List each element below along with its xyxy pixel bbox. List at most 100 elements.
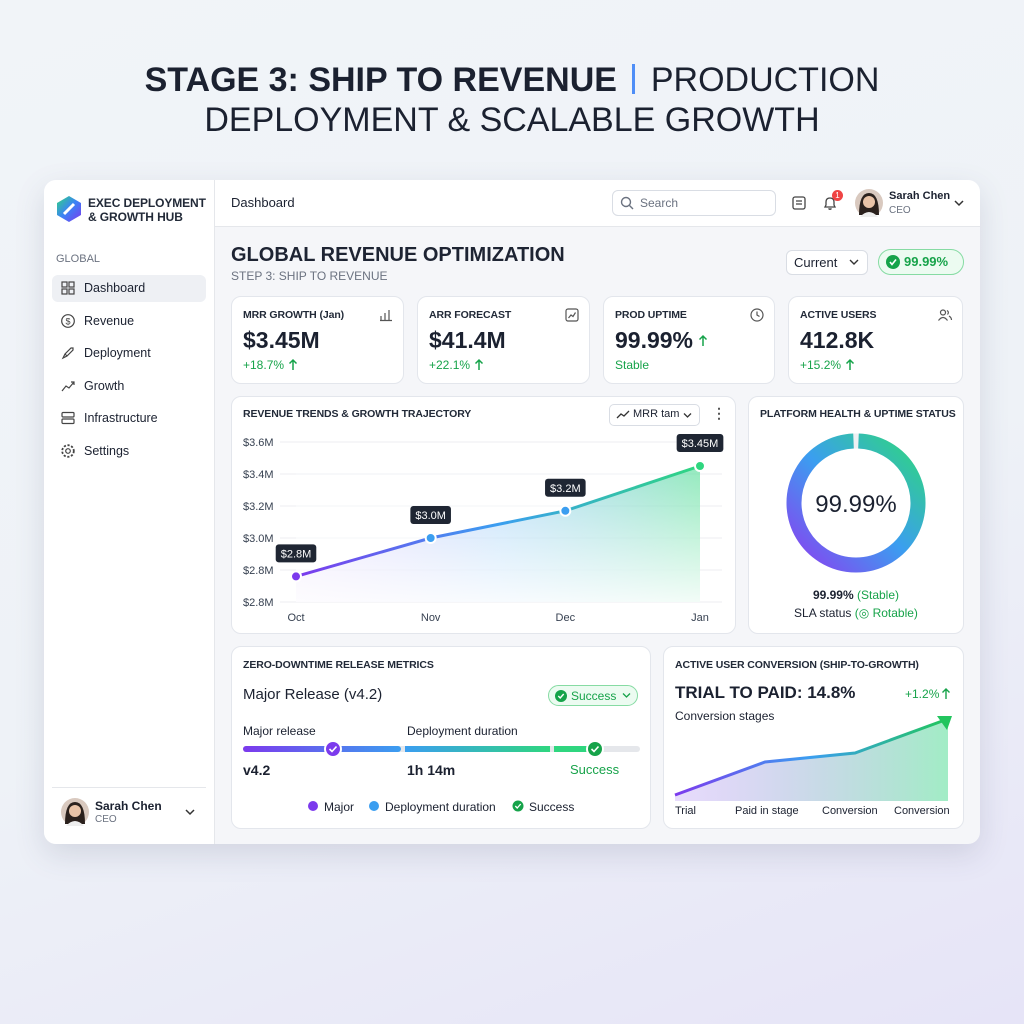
line [295, 464, 701, 578]
shape [308, 801, 318, 811]
shape [380, 310, 392, 322]
shape [557, 693, 565, 700]
legend-label: Success [529, 800, 575, 814]
conversion-delta: +1.2% [905, 687, 940, 701]
shape [185, 809, 195, 816]
check-icon [555, 690, 567, 702]
donut-value: 99.99% [815, 491, 896, 518]
shape [554, 746, 594, 752]
shape [939, 309, 947, 316]
shape [65, 448, 71, 454]
data-point [290, 570, 302, 583]
shape [61, 381, 75, 392]
shape [324, 740, 342, 758]
shape [66, 821, 84, 826]
nav-icon [61, 381, 75, 392]
data-point [424, 532, 437, 544]
stage-value: 1h 14m [407, 762, 456, 778]
breadcrumb: Dashboard [231, 195, 295, 210]
shape [792, 196, 806, 210]
kpi-icon [380, 310, 392, 322]
status-label: Success [571, 689, 617, 703]
shape [937, 716, 952, 730]
filter-select[interactable] [609, 404, 700, 426]
conversion-chart [674, 716, 952, 801]
chevron[interactable] [185, 808, 195, 816]
shape [675, 719, 948, 801]
conversion-subtitle: Conversion stages [675, 709, 775, 723]
value-label-text: $2.8M [281, 548, 312, 560]
nav-item[interactable]: Deployment [84, 346, 151, 361]
value-label-text: $3.2M [550, 483, 581, 495]
kpi-label: ACTIVE USERS [800, 309, 877, 321]
notification-badge: 1 [832, 190, 843, 201]
shape [514, 803, 522, 809]
topbar [215, 180, 980, 227]
period-select[interactable] [786, 250, 868, 275]
shape [674, 718, 946, 797]
shape [823, 197, 837, 210]
stage-value: v4.2 [243, 762, 271, 778]
chevron[interactable] [954, 199, 964, 207]
y-tick-label: $3.0M [243, 533, 274, 545]
nav-item[interactable]: Settings [84, 444, 130, 458]
nav-item[interactable]: Dashboard [84, 281, 146, 295]
legend-dot [308, 801, 318, 811]
shape [69, 805, 81, 817]
value-label-text: $3.45M [682, 438, 719, 450]
value-label-bg [676, 434, 724, 452]
up-arrow [942, 688, 950, 699]
kpi-delta: +22.1% [429, 358, 471, 372]
kpi-card [417, 296, 590, 384]
kpi-icon [938, 309, 953, 321]
shape [568, 312, 577, 319]
data-point [694, 460, 706, 472]
status-value: 99.99% [812, 588, 854, 602]
search-icon [620, 196, 634, 210]
shape [863, 196, 875, 208]
nav-item[interactable]: Revenue [84, 313, 135, 328]
kpi-card [603, 296, 775, 384]
shape [938, 309, 953, 321]
nav-item[interactable]: Growth [84, 378, 125, 393]
search-box[interactable] [612, 190, 776, 216]
nav-icon [61, 347, 74, 360]
user-name: Sarah Chen [95, 799, 162, 813]
card-title: ACTIVE USER CONVERSION (SHIP-TO-GROWTH) [675, 659, 919, 671]
header-strong: STAGE 3: SHIP TO REVENUE [144, 61, 617, 99]
legend-label: Major [324, 800, 355, 814]
shape [586, 740, 604, 758]
nav-item[interactable]: Infrastructure [84, 411, 158, 426]
up-arrow [288, 358, 298, 370]
shape [61, 418, 75, 425]
shape [849, 259, 859, 265]
shape [942, 688, 950, 699]
filter-label: MRR tam [633, 408, 680, 420]
kpi-label: ARR FORECAST [429, 309, 512, 321]
sla-line: SLA status (◎ Rotable) [748, 606, 964, 620]
card-title: REVENUE TRENDS & GROWTH TRAJECTORY [243, 408, 472, 420]
shape [845, 358, 855, 370]
shape [698, 334, 708, 346]
shape [860, 212, 878, 217]
bell-icon[interactable] [822, 195, 838, 211]
shape [756, 311, 760, 318]
release-progress [243, 740, 640, 758]
up-arrow [845, 358, 855, 370]
shape [369, 801, 379, 811]
nav-active-bg [52, 275, 206, 302]
status-pill[interactable] [548, 685, 638, 706]
chevron [849, 259, 859, 265]
stage-label: Trial [675, 805, 696, 817]
page-subtitle: STEP 3: SHIP TO REVENUE [231, 269, 388, 283]
avatar [855, 189, 883, 217]
shape [565, 308, 579, 322]
search-placeholder: Search [640, 196, 679, 210]
shape [68, 281, 75, 288]
y-tick-label: $3.4M [243, 469, 274, 481]
value-label: $2.8M [275, 544, 317, 563]
more-menu[interactable]: ⋮ [712, 405, 726, 421]
tasks-icon[interactable] [791, 195, 807, 211]
conversion-headline: TRIAL TO PAID: 14.8% [675, 683, 856, 702]
